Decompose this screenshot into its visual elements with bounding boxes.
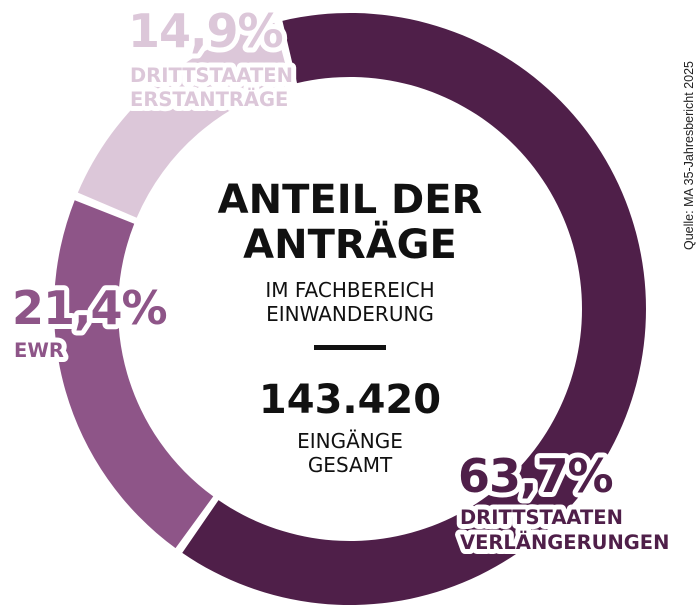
donut-slice-2 [77,22,291,218]
donut-slice-0 [182,12,646,605]
center-total-label-line1: EINGÄNGE [297,429,403,453]
source-note: Quelle: MA 35-Jahresbericht 2025 [682,61,696,250]
slice-name-line2: ERSTANTRÄGE [130,87,288,111]
center-title-line2: ANTRÄGE [243,220,457,268]
center-subtitle-line1: IM FACHBEREICH [265,278,434,302]
slice-name-line1: DRITTSTAATEN [130,64,293,87]
donut-slice-1 [53,200,214,549]
slice-value-label: 63,7% [458,449,613,503]
donut-ring [53,12,646,605]
center-divider [314,345,386,350]
slice-label-ewr: 21,4% EWR [7,276,173,367]
slice-name-line1: EWR [14,339,64,362]
slice-label-verlaengerungen: 63,7% DRITTSTAATEN VERLÄNGERUNGEN [453,444,674,559]
center-block: ANTEIL DER ANTRÄGE IM FACHBEREICH EINWAN… [218,177,483,477]
center-total-label-line2: GESAMT [308,453,393,477]
slice-name-line1: DRITTSTAATEN [460,506,623,529]
center-title-line1: ANTEIL DER [218,177,483,223]
slice-label-erstantraege: 14,9% DRITTSTAATEN ERSTANTRÄGE [123,0,298,116]
slice-value-label: 21,4% [12,281,167,335]
center-total: 143.420 [259,377,441,423]
slice-name-line2: VERLÄNGERUNGEN [460,530,669,554]
center-subtitle-line2: EINWANDERUNG [266,302,434,326]
slice-value-label: 14,9% [128,4,283,58]
